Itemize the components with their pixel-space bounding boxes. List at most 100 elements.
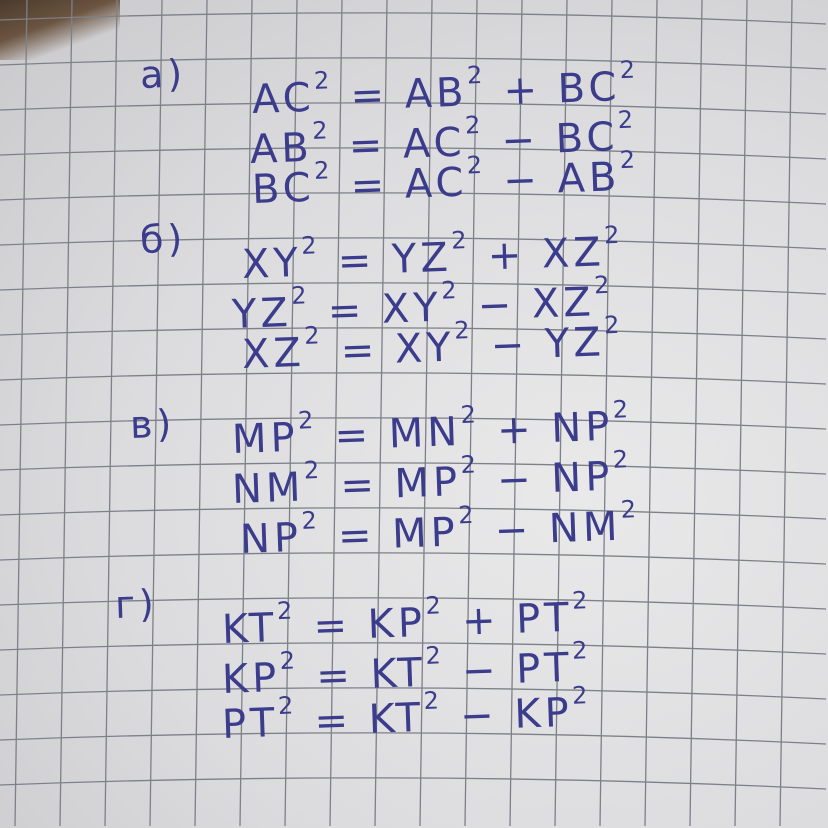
table-surface — [0, 0, 120, 60]
equation-term: + XZ — [486, 229, 606, 280]
exponent: 2 — [424, 641, 446, 670]
exponent: 2 — [450, 226, 471, 255]
exponent: 2 — [619, 55, 640, 85]
grid-line — [104, 0, 118, 827]
equation-term: − NP — [496, 453, 615, 504]
exponent: 2 — [593, 270, 614, 300]
grid-line — [0, 552, 827, 565]
equation-term: = KP — [312, 599, 427, 650]
section-label: г) — [114, 581, 159, 627]
equation-term: − KP — [459, 689, 574, 740]
grid-line — [644, 0, 658, 827]
equation-term: = MP — [337, 509, 460, 560]
equation-term: = AC — [349, 159, 469, 210]
grid-line — [779, 0, 793, 827]
exponent: 2 — [300, 231, 321, 260]
equation-term: − YZ — [489, 319, 606, 370]
equation-term: XY — [241, 239, 303, 288]
grid-line — [194, 0, 208, 827]
grid-line — [0, 102, 827, 115]
exponent: 2 — [571, 681, 592, 710]
grid-line — [0, 147, 827, 160]
equation-term: XZ — [241, 329, 306, 378]
exponent: 2 — [619, 145, 640, 175]
grid-line — [59, 0, 73, 827]
section-label: б) — [139, 216, 188, 262]
grid-line — [0, 57, 827, 70]
grid-line — [509, 0, 523, 827]
exponent: 2 — [617, 105, 638, 135]
exponent: 2 — [311, 116, 332, 145]
exponent: 2 — [303, 321, 324, 350]
exponent: 2 — [313, 156, 334, 185]
exponent: 2 — [571, 586, 592, 615]
exponent: 2 — [466, 60, 487, 90]
grid-line — [0, 282, 827, 295]
exponent: 2 — [460, 400, 481, 429]
grid-line — [14, 0, 28, 827]
equation-term: − AB — [502, 154, 622, 205]
exponent: 2 — [612, 445, 633, 474]
grid-line — [0, 462, 827, 475]
exponent: 2 — [277, 691, 298, 721]
grid-line — [734, 0, 748, 827]
grid-line — [599, 0, 613, 827]
exponent: 2 — [603, 220, 624, 250]
grid-line — [0, 372, 827, 385]
grid-line — [0, 417, 827, 430]
grid-line — [0, 732, 827, 745]
exponent: 2 — [457, 500, 478, 530]
grid-line — [0, 237, 827, 250]
equation-term: + NP — [496, 403, 615, 454]
equation-term: − PT — [461, 644, 574, 695]
equation-term: = KT — [315, 649, 427, 700]
equation-term: NM — [231, 464, 306, 513]
exponent: 2 — [453, 315, 474, 345]
grid-line — [0, 642, 827, 655]
equation-term: NP — [239, 514, 303, 563]
section-label: а) — [139, 51, 187, 97]
equation-term: = YZ — [336, 234, 453, 285]
section-label: в) — [129, 401, 176, 447]
exponent: 2 — [276, 596, 297, 626]
grid-line — [0, 687, 827, 700]
exponent: 2 — [300, 506, 322, 535]
equation-term: MP — [231, 414, 300, 463]
grid-line — [554, 0, 568, 827]
grid-line — [689, 0, 703, 827]
grid-line — [0, 12, 827, 25]
grid-line — [0, 327, 827, 340]
exponent: 2 — [620, 495, 641, 524]
equation-term: BC — [251, 164, 316, 213]
exponent: 2 — [571, 636, 592, 665]
equation-term: = XY — [339, 324, 456, 375]
grid-line — [0, 192, 827, 205]
exponent: 2 — [612, 395, 633, 424]
grid-line — [0, 507, 827, 520]
equation-term: AC — [251, 74, 316, 123]
grid-line — [0, 597, 827, 610]
equation-term: = MP — [339, 459, 462, 510]
equation-term: = MN — [333, 409, 462, 460]
exponent: 2 — [303, 455, 324, 485]
equation-term: + PT — [461, 594, 574, 645]
exponent: 2 — [279, 646, 300, 675]
exponent: 2 — [603, 310, 624, 340]
exponent: 2 — [290, 281, 311, 310]
exponent: 2 — [464, 110, 485, 140]
exponent: 2 — [423, 686, 444, 715]
exponent: 2 — [297, 406, 318, 435]
equation-term: = KT — [313, 694, 426, 745]
equation-term: KT — [221, 605, 279, 653]
grid-line — [149, 0, 163, 827]
exponent: 2 — [460, 450, 481, 479]
exponent: 2 — [313, 66, 334, 95]
exponent: 2 — [466, 150, 487, 180]
exponent: 2 — [424, 591, 446, 620]
equation-term: PT — [221, 700, 280, 748]
equation-term: − NM — [493, 503, 623, 555]
equation-term: KP — [221, 654, 282, 703]
equation-term: = AB — [349, 69, 469, 120]
grid-line — [0, 777, 827, 790]
